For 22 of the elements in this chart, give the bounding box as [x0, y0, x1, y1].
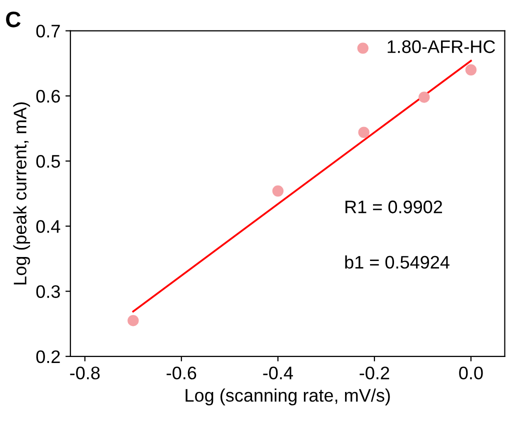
point: [465, 64, 477, 76]
y-tick-label: 0.6: [36, 90, 60, 103]
point: [358, 126, 370, 138]
y-tick-label: 0.7: [36, 24, 60, 38]
x-axis-title: Log (scanning rate, mV/s): [186, 388, 390, 406]
x-tick-label: -0.4: [263, 366, 293, 380]
point: [272, 185, 284, 197]
x-tick-label: -0.8: [70, 366, 100, 380]
annotation: R1 = 0.9902: [346, 200, 442, 214]
point: [418, 92, 430, 103]
legend-label: 1.80-AFR-HC: [388, 40, 496, 54]
y-tick-label: 0.5: [36, 154, 60, 168]
y-tick-label: 0.2: [36, 350, 60, 364]
x-tick-label: 0.0: [459, 366, 483, 380]
text: C: [6, 12, 21, 28]
x-tick-label: -0.6: [166, 366, 196, 380]
annotation: b1 = 0.54924: [345, 255, 450, 269]
y-axis-title: Log (peak current, mA): [13, 102, 30, 284]
y-tick-label: 0.3: [36, 285, 60, 298]
point: [128, 314, 139, 326]
x-tick-label: -0.2: [360, 366, 390, 380]
y-tick-label: 0.4: [36, 220, 60, 233]
